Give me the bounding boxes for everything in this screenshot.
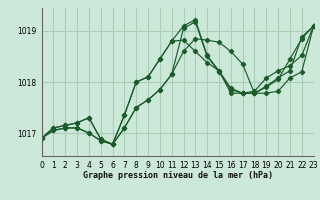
X-axis label: Graphe pression niveau de la mer (hPa): Graphe pression niveau de la mer (hPa) <box>83 171 273 180</box>
